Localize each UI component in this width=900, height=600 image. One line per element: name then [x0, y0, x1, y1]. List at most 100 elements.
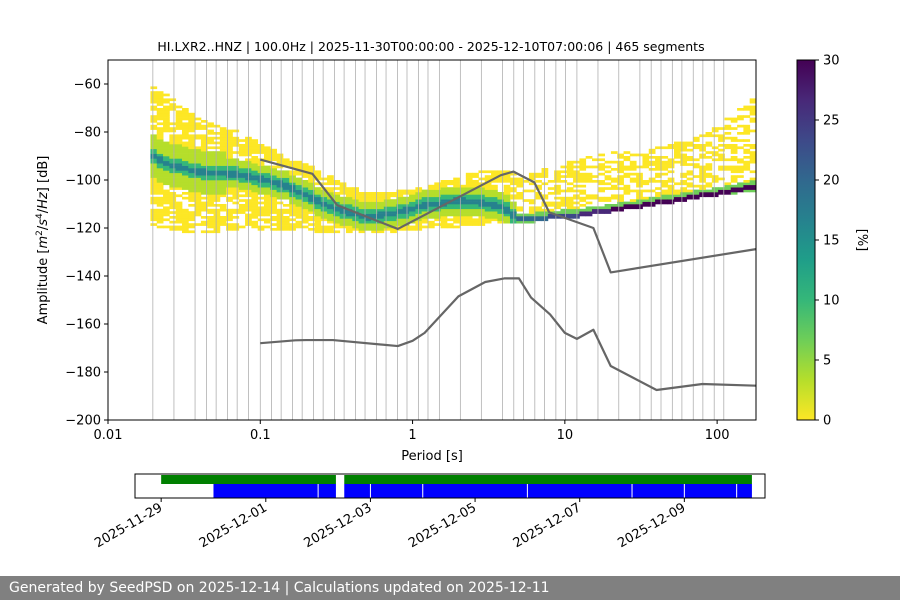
heatmap-cell	[655, 168, 662, 171]
heatmap-cell	[478, 213, 486, 217]
heatmap-cell	[169, 105, 177, 109]
heatmap-cell	[377, 199, 385, 202]
heatmap-cell	[175, 115, 183, 118]
heatmap-cell	[642, 153, 650, 157]
heatmap-cell	[194, 170, 202, 174]
heatmap-cell	[535, 172, 542, 176]
heatmap-cell	[711, 187, 719, 190]
heatmap-cell	[711, 175, 719, 178]
heatmap-cell	[232, 225, 240, 229]
heatmap-cell	[705, 189, 713, 193]
heatmap-cell	[207, 201, 214, 205]
heatmap-cell	[345, 196, 353, 200]
heatmap-cell	[674, 146, 681, 150]
heatmap-cell	[314, 170, 322, 174]
heatmap-cell	[364, 223, 372, 226]
heatmap-cell	[188, 218, 196, 222]
heatmap-cell	[219, 127, 227, 130]
heatmap-cell	[541, 168, 549, 171]
heatmap-cell	[213, 141, 221, 145]
heatmap-cell	[232, 182, 240, 186]
heatmap-cell	[169, 196, 177, 200]
heatmap-cell	[364, 218, 372, 222]
heatmap-cell	[301, 192, 309, 195]
heatmap-cell	[617, 156, 624, 159]
heatmap-cell	[181, 218, 189, 222]
heatmap-cell	[181, 223, 189, 226]
heatmap-cell	[465, 220, 473, 224]
heatmap-cell	[333, 199, 341, 202]
heatmap-cell	[194, 124, 202, 128]
heatmap-cell	[364, 201, 372, 205]
heatmap-cell	[295, 163, 303, 166]
heatmap-cell	[642, 196, 650, 200]
heatmap-cell	[163, 163, 170, 166]
heatmap-cell	[194, 199, 202, 202]
heatmap-cell	[409, 211, 416, 214]
heatmap-cell	[213, 151, 221, 154]
heatmap-cell	[175, 218, 183, 222]
heatmap-cell	[560, 175, 568, 178]
heatmap-cell	[150, 189, 158, 193]
heatmap-cell	[314, 204, 322, 207]
heatmap-cell	[749, 100, 757, 104]
heatmap-cell	[377, 223, 385, 226]
heatmap-cell	[377, 194, 385, 198]
heatmap-cell	[169, 177, 177, 181]
heatmap-cell	[484, 220, 492, 224]
footer-text: Generated by SeedPSD on 2025-12-14 | Cal…	[9, 580, 550, 596]
heatmap-cell	[257, 160, 265, 164]
heatmap-cell	[175, 146, 183, 150]
heatmap-cell	[390, 230, 397, 234]
heatmap-cell	[383, 216, 391, 219]
heatmap-cell	[402, 199, 410, 202]
heatmap-cell	[156, 100, 164, 104]
heatmap-cell	[345, 204, 353, 207]
heatmap-cell	[541, 211, 549, 214]
heatmap-cell	[509, 194, 517, 198]
heatmap-cell	[270, 172, 278, 176]
heatmap-cell	[345, 206, 353, 210]
heatmap-cell	[339, 220, 347, 224]
heatmap-cell	[402, 196, 410, 200]
heatmap-cell	[213, 177, 221, 181]
heatmap-cell	[257, 151, 265, 154]
heatmap-cell	[617, 201, 624, 205]
heatmap-cell	[610, 196, 618, 200]
heatmap-cell	[200, 160, 208, 164]
heatmap-cell	[188, 127, 196, 130]
heatmap-cell	[282, 208, 290, 212]
heatmap-cell	[554, 211, 561, 214]
heatmap-cell	[541, 194, 549, 198]
heatmap-cell	[453, 213, 460, 217]
heatmap-cell	[314, 194, 322, 198]
heatmap-cell	[396, 196, 404, 200]
heatmap-cell	[194, 187, 202, 190]
heatmap-cell	[592, 194, 599, 198]
heatmap-cell	[402, 192, 410, 195]
heatmap-cell	[459, 187, 467, 190]
heatmap-cell	[251, 204, 259, 207]
heatmap-cell	[554, 187, 561, 190]
heatmap-cell	[737, 124, 744, 128]
heatmap-cell	[181, 187, 189, 190]
heatmap-cell	[251, 172, 259, 176]
heatmap-cell	[251, 201, 259, 205]
heatmap-cell	[200, 206, 208, 210]
heatmap-cell	[257, 184, 265, 188]
heatmap-cell	[194, 184, 202, 188]
heatmap-cell	[655, 201, 662, 205]
heatmap-cell	[339, 208, 347, 212]
heatmap-cell	[156, 163, 164, 166]
heatmap-cell	[251, 144, 259, 147]
heatmap-cell	[226, 184, 233, 188]
heatmap-cell	[484, 175, 492, 178]
heatmap-cell	[743, 144, 751, 147]
heatmap-cell	[661, 172, 669, 176]
heatmap-cell	[226, 158, 233, 162]
heatmap-cell	[718, 158, 725, 162]
heatmap-cell	[282, 196, 290, 200]
heatmap-cell	[295, 223, 303, 226]
heatmap-cell	[402, 206, 410, 210]
heatmap-cell	[592, 206, 599, 210]
